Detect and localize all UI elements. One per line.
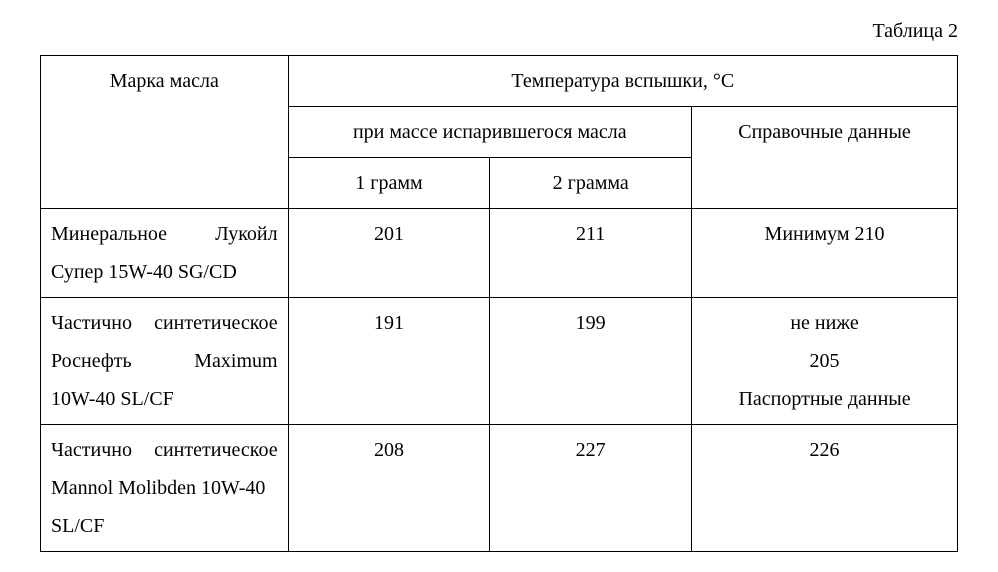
- brand-line: SL/CF: [51, 507, 278, 545]
- col-g2-header: 2 грамма: [490, 158, 692, 209]
- header-row-1: Марка масла Температура вспышки, °C: [41, 56, 958, 107]
- cell-ref: 226: [692, 425, 958, 552]
- table-caption: Таблица 2: [40, 20, 958, 43]
- brand-line: Mannol Molibden 10W-40: [51, 469, 278, 507]
- col-brand-header: Марка масла: [41, 56, 289, 209]
- cell-g1: 208: [288, 425, 490, 552]
- table-row: Минеральное Лукойл Супер 15W-40 SG/CD 20…: [41, 209, 958, 298]
- ref-line: не ниже: [702, 304, 947, 342]
- brand-line: 10W-40 SL/CF: [51, 380, 278, 418]
- col-g1-header: 1 грамм: [288, 158, 490, 209]
- ref-line: 226: [702, 431, 947, 469]
- cell-brand: Частично синтетическое Mannol Molibden 1…: [41, 425, 289, 552]
- data-table: Марка масла Температура вспышки, °C при …: [40, 55, 958, 552]
- cell-brand: Частично синтетическое Роснефть Maximum …: [41, 298, 289, 425]
- brand-line: Супер 15W-40 SG/CD: [51, 253, 278, 291]
- ref-line: Паспортные данные: [702, 380, 947, 418]
- col-temp-group-header: Температура вспышки, °C: [288, 56, 957, 107]
- brand-line: Минеральное Лукойл: [51, 215, 278, 253]
- cell-g1: 191: [288, 298, 490, 425]
- col-ref-header: Справочные данные: [692, 107, 958, 209]
- brand-line: Частично синтетическое: [51, 304, 278, 342]
- ref-line: Минимум 210: [702, 215, 947, 253]
- table-row: Частично синтетическое Mannol Molibden 1…: [41, 425, 958, 552]
- cell-g2: 199: [490, 298, 692, 425]
- cell-ref: не ниже 205 Паспортные данные: [692, 298, 958, 425]
- cell-ref: Минимум 210: [692, 209, 958, 298]
- cell-brand: Минеральное Лукойл Супер 15W-40 SG/CD: [41, 209, 289, 298]
- cell-g1: 201: [288, 209, 490, 298]
- brand-line: Частично синтетическое: [51, 431, 278, 469]
- cell-g2: 211: [490, 209, 692, 298]
- ref-line: 205: [702, 342, 947, 380]
- table-row: Частично синтетическое Роснефть Maximum …: [41, 298, 958, 425]
- col-mass-group-header: при массе испарившегося масла: [288, 107, 691, 158]
- cell-g2: 227: [490, 425, 692, 552]
- brand-line: Роснефть Maximum: [51, 342, 278, 380]
